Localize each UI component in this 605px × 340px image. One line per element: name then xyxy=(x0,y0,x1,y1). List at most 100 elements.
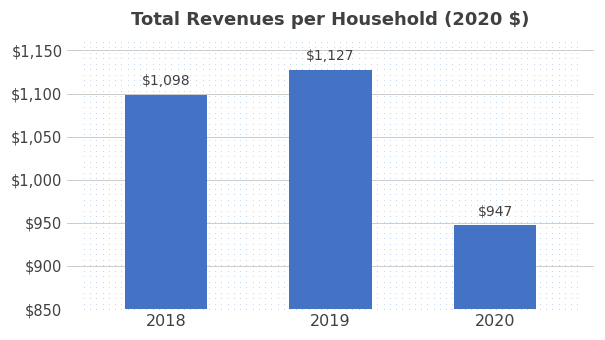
Point xyxy=(529,121,538,126)
Point xyxy=(429,295,439,301)
Point xyxy=(329,72,339,77)
Point xyxy=(529,72,538,77)
Point xyxy=(185,104,195,110)
Point xyxy=(185,219,195,224)
Point xyxy=(466,214,476,219)
Point xyxy=(79,83,89,88)
Point xyxy=(423,66,433,72)
Point xyxy=(510,115,520,121)
Point xyxy=(548,126,557,132)
Point xyxy=(541,214,551,219)
Point xyxy=(479,143,489,148)
Point xyxy=(516,72,526,77)
Point xyxy=(523,285,532,290)
Point xyxy=(535,55,545,61)
Point xyxy=(179,77,189,83)
Point xyxy=(223,175,232,181)
Point xyxy=(304,148,313,154)
Point xyxy=(129,121,139,126)
Point xyxy=(497,197,507,203)
Point xyxy=(479,203,489,208)
Point xyxy=(410,110,420,115)
Point xyxy=(491,39,501,45)
Point xyxy=(210,274,220,279)
Point xyxy=(373,126,382,132)
Point xyxy=(85,170,95,175)
Point xyxy=(523,39,532,45)
Point xyxy=(217,241,226,246)
Point xyxy=(104,99,114,104)
Point xyxy=(298,197,307,203)
Point xyxy=(229,94,238,99)
Point xyxy=(123,290,132,295)
Point xyxy=(235,263,245,268)
Point xyxy=(354,208,364,214)
Point xyxy=(367,50,376,55)
Point xyxy=(423,165,433,170)
Point xyxy=(523,159,532,165)
Point xyxy=(435,274,445,279)
Point xyxy=(260,170,270,175)
Point xyxy=(335,192,345,197)
Point xyxy=(360,285,370,290)
Point xyxy=(166,290,176,295)
Point xyxy=(185,279,195,285)
Point xyxy=(504,61,514,66)
Point xyxy=(435,99,445,104)
Point xyxy=(404,197,414,203)
Point xyxy=(116,257,126,263)
Point xyxy=(104,241,114,246)
Point xyxy=(460,88,470,94)
Point xyxy=(191,66,201,72)
Point xyxy=(523,181,532,186)
Point xyxy=(448,50,457,55)
Point xyxy=(329,132,339,137)
Point xyxy=(204,285,214,290)
Point xyxy=(129,257,139,263)
Point xyxy=(497,61,507,66)
Point xyxy=(172,72,182,77)
Point xyxy=(410,126,420,132)
Point xyxy=(397,285,407,290)
Point xyxy=(260,77,270,83)
Point xyxy=(535,219,545,224)
Point xyxy=(385,246,395,252)
Point xyxy=(204,72,214,77)
Point xyxy=(572,268,582,274)
Point xyxy=(142,143,151,148)
Point xyxy=(104,257,114,263)
Point xyxy=(535,175,545,181)
Point xyxy=(129,181,139,186)
Point xyxy=(310,219,320,224)
Point xyxy=(566,306,576,312)
Point xyxy=(104,246,114,252)
Point xyxy=(341,263,351,268)
Point xyxy=(160,257,170,263)
Point xyxy=(429,252,439,257)
Point xyxy=(247,88,257,94)
Point xyxy=(247,55,257,61)
Point xyxy=(410,214,420,219)
Point xyxy=(198,301,208,306)
Point xyxy=(416,306,426,312)
Point xyxy=(310,175,320,181)
Point xyxy=(548,224,557,230)
Point xyxy=(523,121,532,126)
Point xyxy=(191,230,201,235)
Point xyxy=(104,230,114,235)
Point xyxy=(510,203,520,208)
Point xyxy=(560,279,570,285)
Point xyxy=(129,45,139,50)
Point xyxy=(397,181,407,186)
Point xyxy=(292,121,301,126)
Point xyxy=(166,274,176,279)
Point xyxy=(404,290,414,295)
Point xyxy=(354,257,364,263)
Point xyxy=(91,39,101,45)
Point xyxy=(116,165,126,170)
Point xyxy=(304,55,313,61)
Point xyxy=(97,219,107,224)
Point xyxy=(454,94,463,99)
Point xyxy=(123,148,132,154)
Point xyxy=(435,295,445,301)
